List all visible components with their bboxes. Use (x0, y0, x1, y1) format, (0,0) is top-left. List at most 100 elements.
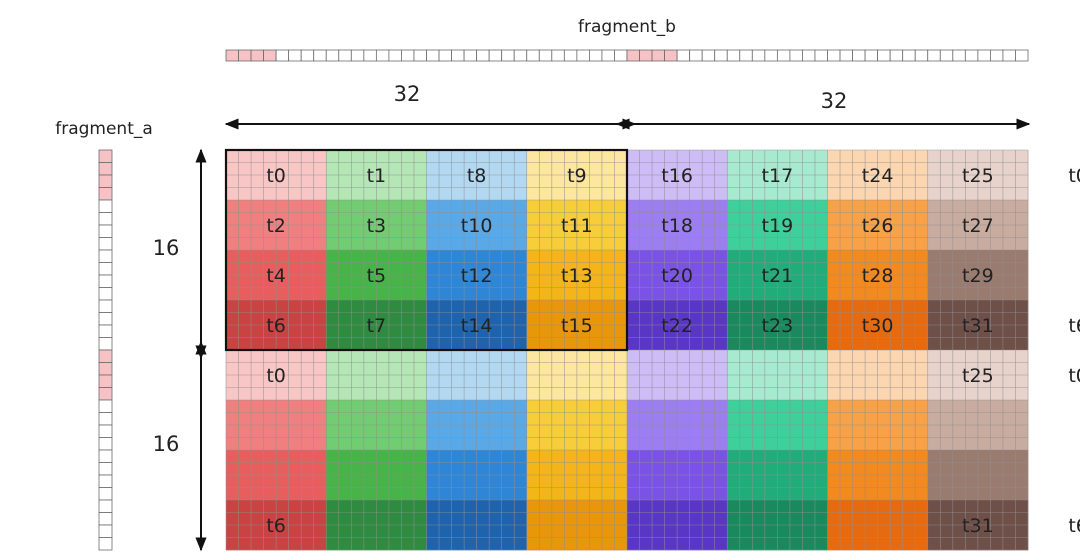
fragment-b-cell (977, 49, 991, 62)
thread-label: t6 (266, 315, 286, 337)
fragment-b-cell (626, 49, 640, 62)
dim-top-right-label: 32 (821, 89, 848, 113)
fragment-b-cell (526, 49, 540, 62)
thread-label: t8 (467, 165, 487, 187)
fragment-b-cell (551, 49, 565, 62)
fragment-b-cell (426, 49, 440, 62)
fragment-b-cell (827, 49, 841, 62)
warp-tile-outline (224, 148, 629, 352)
thread-label: t28 (862, 265, 894, 287)
fragment-b-cell (538, 49, 553, 62)
thread-label: t13 (561, 265, 593, 287)
thread-label: t29 (962, 265, 994, 287)
fragment-a-cell (98, 262, 113, 276)
thread-label: t6 (1068, 515, 1080, 537)
fragment-b-cell (576, 49, 590, 62)
fragment-b-cell (927, 49, 941, 62)
fragment-a-cell (98, 399, 113, 413)
thread-label: t10 (461, 215, 493, 237)
fragment-b-cell (388, 49, 402, 62)
fragment-b-cell (990, 49, 1004, 62)
fragment-b-cell (839, 49, 853, 62)
fragment-b-cell (739, 49, 753, 62)
fragment-a-cell (98, 374, 113, 388)
fragment-b-cell (476, 49, 490, 62)
fragment-a-cell (98, 499, 113, 513)
fragment-b-cell (438, 49, 452, 62)
fragment-b-cell (864, 49, 879, 62)
thread-label: t19 (762, 215, 794, 237)
thread-label: t15 (561, 315, 593, 337)
thread-label: t26 (862, 215, 894, 237)
fragment-b-cell (451, 49, 465, 62)
thread-label: t16 (661, 165, 693, 187)
fragment-a-cell (98, 199, 113, 213)
fragment-a-cell (98, 299, 113, 313)
fragment-b-cell (814, 49, 828, 62)
fragment-b-cell (701, 49, 716, 62)
fragment-b-cell (300, 49, 315, 62)
fragment-a-cell (98, 349, 113, 363)
fragment-b-cell (664, 49, 678, 62)
fragment-a-strip (98, 149, 113, 551)
fragment-b-cell (651, 49, 665, 62)
thread-label: t31 (962, 315, 994, 337)
fragment-b-cell (639, 49, 653, 62)
thread-label: t23 (762, 315, 794, 337)
fragment-a-cell (98, 149, 113, 163)
fragment-b-cell (776, 49, 791, 62)
fragment-a-cell (98, 537, 113, 551)
fragment-b-cell (764, 49, 778, 62)
dim-left-top-label: 16 (153, 236, 180, 260)
fragment-b-cell (914, 49, 929, 62)
fragment-b-cell (563, 49, 578, 62)
fragment-a-title: fragment_a (55, 119, 153, 139)
fragment-b-cell (589, 49, 603, 62)
fragment-a-cell (98, 249, 113, 263)
fragment-a-cell (98, 224, 113, 238)
fragment-b-cell (1002, 49, 1016, 62)
fragment-a-cell (98, 424, 113, 438)
thread-label: t18 (661, 215, 693, 237)
fragment-b-cell (463, 49, 478, 62)
fragment-a-cell (98, 274, 113, 288)
thread-label: t3 (367, 215, 387, 237)
fragment-b-cell (964, 49, 979, 62)
thread-label: t4 (266, 265, 286, 287)
fragment-a-cell (98, 312, 113, 326)
fragment-a-cell (98, 337, 113, 351)
thread-label: t14 (461, 315, 493, 337)
fragment-b-cell (263, 49, 277, 62)
fragment-b-cell (889, 49, 904, 62)
thread-label: t6 (266, 515, 286, 537)
fragment-a-cell (98, 412, 113, 426)
fragment-b-cell (726, 49, 741, 62)
thread-label: t5 (367, 265, 387, 287)
fragment-b-cell (902, 49, 916, 62)
fragment-a-cell (98, 524, 113, 538)
dim-left-bottom-label: 16 (153, 432, 180, 456)
fragment-b-cell (238, 49, 252, 62)
thread-label: t24 (862, 165, 894, 187)
fragment-b-cell (401, 49, 415, 62)
fragment-b-cell (350, 49, 365, 62)
fragment-b-cell (939, 49, 954, 62)
fragment-a-cell (98, 512, 113, 526)
fragment-b-cell (313, 49, 327, 62)
fragment-b-cell (413, 49, 427, 62)
thread-label: t9 (567, 165, 587, 187)
fragment-b-title: fragment_b (578, 17, 676, 37)
fragment-b-cell (363, 49, 377, 62)
fragment-b-cell (501, 49, 515, 62)
fragment-b-cell (275, 49, 290, 62)
fragment-a-cell (98, 487, 113, 501)
thread-label: t21 (762, 265, 794, 287)
thread-label: t22 (661, 315, 693, 337)
fragment-a-cell (98, 174, 113, 188)
thread-label: t12 (461, 265, 493, 287)
thread-label: t30 (862, 315, 894, 337)
fragment-a-cell (98, 387, 113, 401)
thread-label: t25 (962, 165, 994, 187)
fragment-b-cell (601, 49, 615, 62)
